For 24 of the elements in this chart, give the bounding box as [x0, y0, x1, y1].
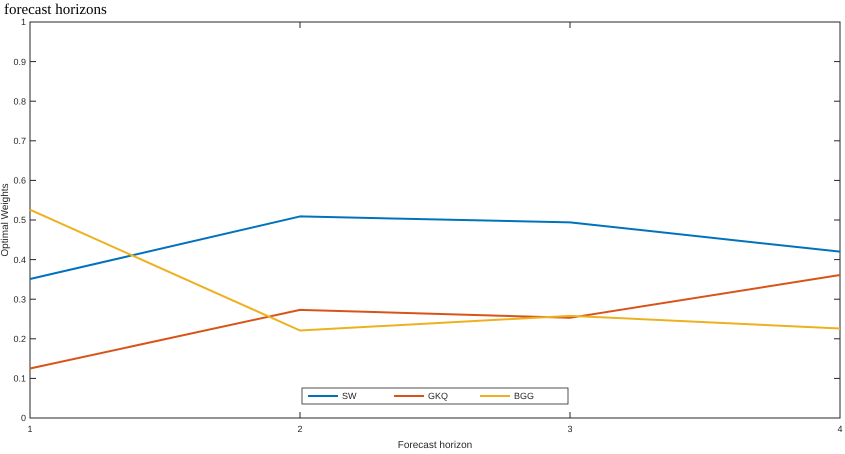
y-axis-title: Optimal Weights — [0, 183, 11, 257]
y-tick-label: 0.5 — [13, 215, 26, 226]
x-axis-title: Forecast horizon — [398, 440, 472, 451]
legend-label: BGG — [514, 391, 534, 402]
line-series — [29, 208, 841, 332]
y-tick-label: 0.4 — [13, 254, 26, 265]
x-tick-label: 4 — [837, 424, 843, 434]
line-series — [29, 215, 841, 280]
legend-label: SW — [342, 391, 358, 402]
x-tick-label: 1 — [27, 424, 33, 434]
y-tick-label: 1 — [20, 17, 26, 28]
y-tick-label: 0 — [20, 413, 26, 424]
y-tick-label: 0.3 — [13, 294, 26, 304]
line-series — [29, 274, 841, 370]
y-tick-label: 0.2 — [13, 334, 26, 344]
legend-label: GKQ — [428, 391, 448, 402]
y-tick-label: 0.9 — [13, 56, 26, 67]
y-tick-label: 0.7 — [13, 136, 26, 146]
chart-title: forecast horizons — [4, 2, 108, 18]
x-tick-label: 2 — [297, 424, 303, 434]
x-tick-label: 3 — [567, 424, 573, 434]
y-tick-label: 0.1 — [13, 374, 26, 384]
y-tick-label: 0.6 — [13, 176, 26, 186]
y-tick-label: 0.8 — [13, 96, 26, 106]
